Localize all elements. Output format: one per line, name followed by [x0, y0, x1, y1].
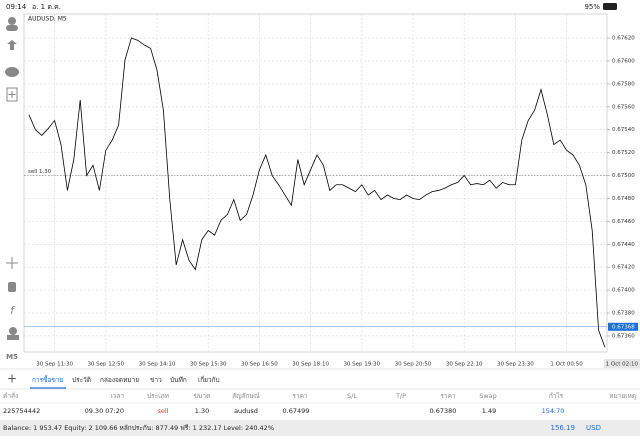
objects-icon[interactable] [9, 327, 17, 335]
y-tick-label: 0.67420 [612, 265, 635, 271]
sidebar: f M5 [5, 17, 19, 361]
y-tick-label: 0.67560 [612, 104, 635, 110]
y-tick-label: 0.67360 [612, 333, 635, 339]
timeframe-button[interactable]: M5 [6, 353, 18, 361]
cell: 0.67499 [283, 407, 310, 415]
trade-icon[interactable] [7, 40, 17, 50]
account-icon[interactable] [8, 17, 16, 25]
new-order-icon[interactable] [6, 87, 18, 102]
y-tick-label: 0.67440 [612, 242, 635, 248]
y-tick-label: 0.67580 [612, 81, 635, 87]
cell: audusd [234, 407, 258, 415]
tab[interactable]: ประวัติ [72, 376, 91, 384]
column-header: T/P [395, 392, 406, 400]
y-tick-label: 0.67400 [612, 288, 635, 294]
y-tick-label: 0.67600 [612, 58, 635, 64]
battery-icon [603, 3, 617, 10]
x-tick-label: 30 Sep 18:10 [292, 362, 329, 368]
column-header: S/L [347, 392, 357, 400]
status-date: อ. 1 ต.ค. [32, 3, 61, 11]
y-tick-label: 0.67620 [612, 36, 635, 42]
column-header: ราคา [440, 392, 455, 400]
column-header: หมายเหตุ [609, 392, 636, 400]
price-line [28, 37, 606, 348]
positions-table: คำสั่ง เวลา ประเภท ขนาด สัญลักษณ์ ราคา S/L T/P ร… [3, 391, 636, 415]
x-tick-label: 30 Sep 22:10 [446, 362, 483, 368]
cell: 225754442 [3, 407, 40, 415]
column-header: Swap [479, 392, 497, 400]
column-header: เวลา [110, 392, 124, 400]
x-tick-label: 1 Oct 00:50 [550, 362, 583, 368]
tab[interactable]: ข่าว [150, 376, 162, 384]
account-summary: Balance: 1 953.47 Equity: 2 109.66 หลักป… [3, 424, 274, 432]
column-header: สัญลักษณ์ [232, 392, 260, 400]
indicators-icon[interactable] [8, 282, 16, 292]
function-icon[interactable]: f [10, 304, 16, 317]
column-header: ประเภท [147, 392, 169, 400]
cell: 09.30 07:20 [85, 407, 124, 415]
status-battery: 95% [584, 3, 600, 11]
account-icon-body [6, 25, 18, 31]
tab-bar: การซื้อขาย ประวัติ กล่องจดหมาย ข่าว บันทึก เก… [30, 375, 220, 389]
cell: sell [158, 407, 169, 415]
tab[interactable]: การซื้อขาย [32, 375, 63, 384]
current-price-box [608, 322, 638, 331]
x-tick-label: 30 Sep 19:30 [343, 362, 380, 368]
chart: 0.67620 0.67600 0.67580 0.67560 0.67540 0.675… [24, 14, 640, 368]
y-tick-label: 0.67460 [612, 219, 635, 225]
chat-icon[interactable] [5, 67, 19, 77]
column-header: กำไร [549, 392, 564, 400]
chart-frame [23, 13, 608, 353]
tab[interactable]: บันทึก [170, 376, 187, 384]
cell: 154.70 [542, 407, 565, 415]
cell: 1.49 [482, 407, 496, 415]
total-profit: 156.19 [551, 424, 576, 432]
y-tick-label: 0.67500 [612, 173, 635, 179]
current-price-label: 0.67368 [612, 324, 635, 330]
y-tick-label: 0.67520 [612, 150, 635, 156]
cell: 1.30 [195, 407, 209, 415]
crosshair-icon[interactable] [6, 257, 18, 269]
x-tick-label: 30 Sep 11:30 [36, 362, 73, 368]
tab[interactable]: เกี่ยวกับ [198, 375, 220, 384]
x-tick-label: 1 Oct 02:10 [606, 362, 639, 368]
column-header: ราคา [292, 392, 307, 400]
y-tick-label: 0.67380 [612, 311, 635, 317]
cell: 0.67380 [430, 407, 457, 415]
footer-bar [0, 420, 640, 436]
x-tick-label: 30 Sep 14:10 [139, 362, 176, 368]
status-time: 09:14 [6, 3, 27, 11]
x-label-highlight [604, 359, 640, 368]
currency: USD [586, 424, 601, 432]
y-tick-label: 0.67540 [612, 127, 635, 133]
new-order-plus [8, 91, 16, 98]
x-tick-label: 30 Sep 23:30 [497, 362, 534, 368]
column-header: คำสั่ง [3, 391, 18, 400]
order-line-label: sell 1.30 [28, 169, 52, 175]
tab[interactable]: กล่องจดหมาย [100, 376, 139, 384]
x-tick-label: 30 Sep 15:30 [190, 362, 227, 368]
add-button[interactable]: + [7, 372, 17, 386]
y-tick-label: 0.67480 [612, 196, 635, 202]
column-header: ขนาด [194, 392, 211, 400]
chart-title: AUDUSD, M5 [28, 16, 67, 23]
x-tick-label: 30 Sep 12:50 [87, 362, 124, 368]
objects-icon-base [7, 335, 19, 340]
x-tick-label: 30 Sep 20:50 [395, 362, 432, 368]
x-tick-label: 30 Sep 16:50 [241, 362, 278, 368]
